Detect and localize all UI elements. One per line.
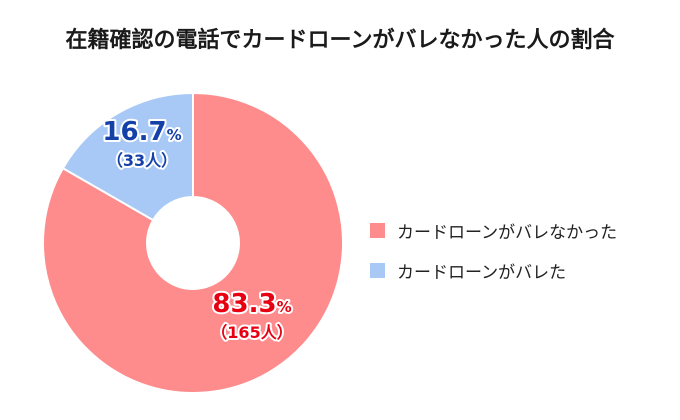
legend-label: カードローンがバレた [397,262,567,283]
legend-item: カードローンがバレた [370,250,617,290]
legend-swatch [370,222,385,238]
slice-count-label: （33人） [107,151,177,170]
slice-percent-label: 83.3% [212,289,291,319]
pie-slice [61,91,194,222]
legend-item: カードローンがバレなかった [370,210,617,250]
legend-label: カードローンがバレなかった [397,222,618,243]
legend-swatch [370,262,385,278]
slice-percent-label: 16.7% [102,117,181,147]
pie-slice [42,91,344,394]
legend: カードローンがバレなかった カードローンがバレた [370,210,617,290]
slice-count-label: （165人） [211,323,292,342]
chart-title: 在籍確認の電話でカードローンがバレなかった人の割合 [65,28,615,53]
